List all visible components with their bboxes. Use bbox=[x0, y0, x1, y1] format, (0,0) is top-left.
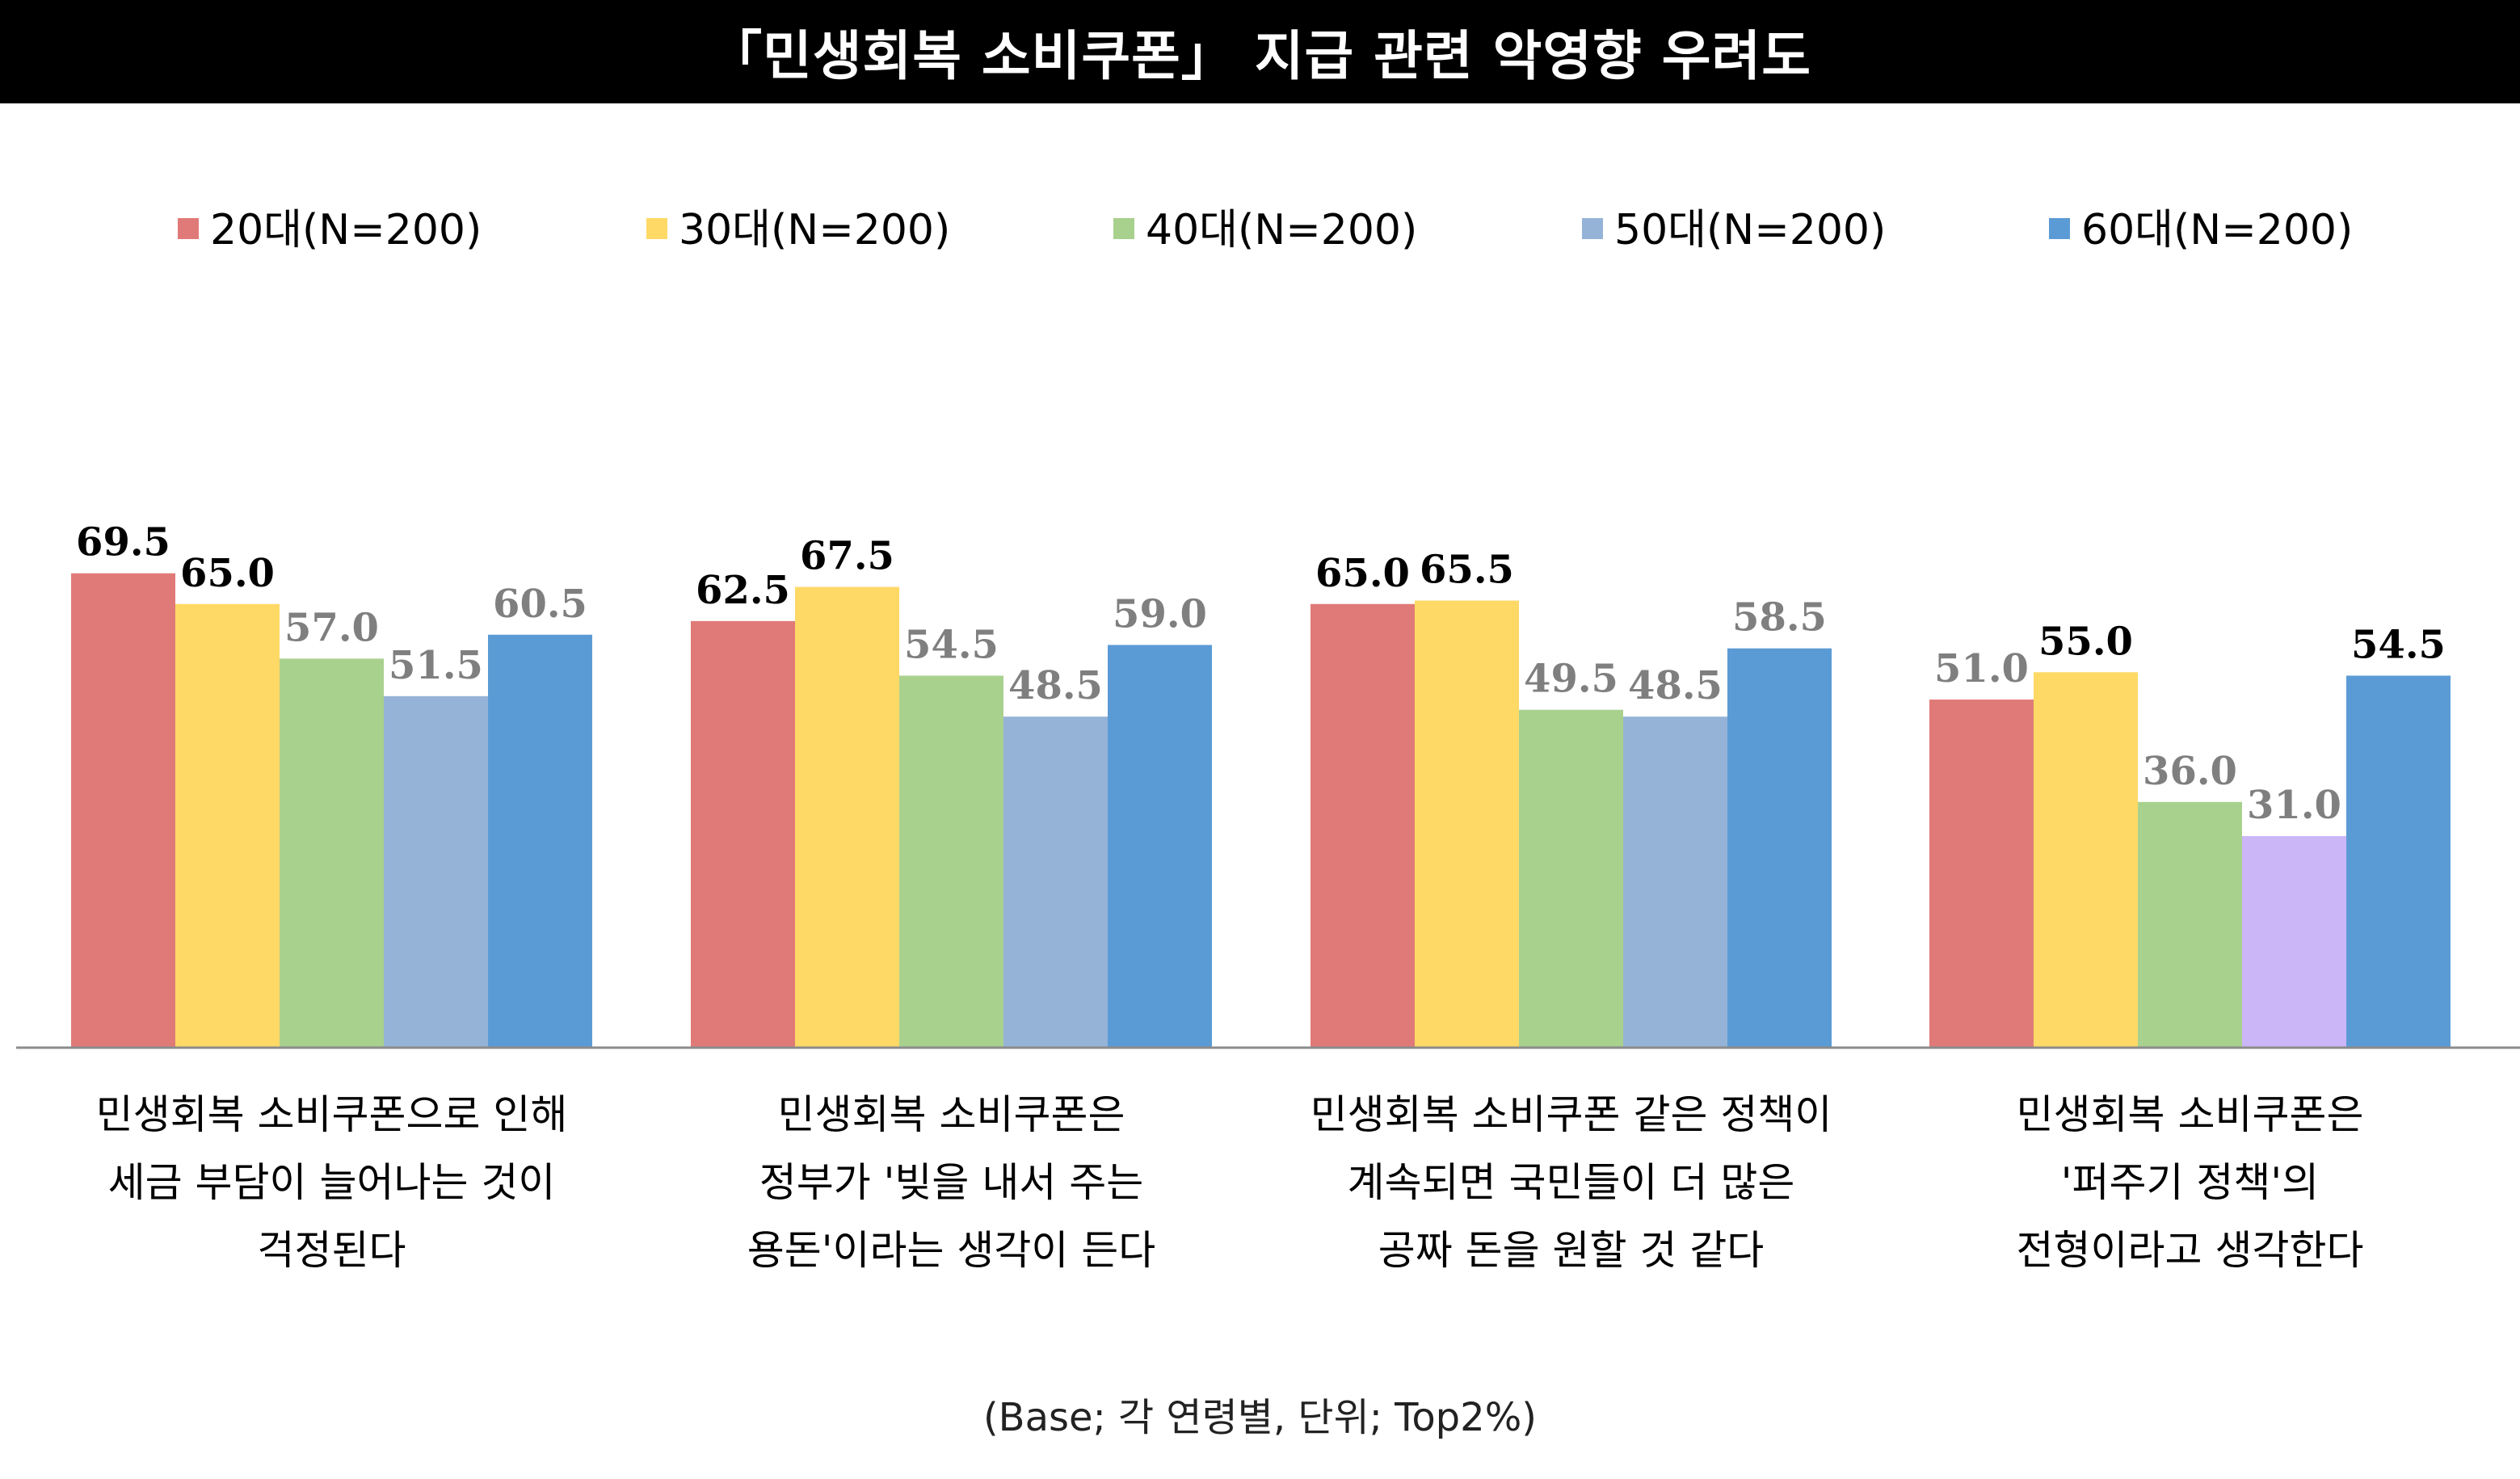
bar-g4-s4 bbox=[2242, 836, 2346, 1048]
bar-g2-s5 bbox=[1108, 645, 1212, 1048]
category-label-4-line-3: 전형이라고 생각한다 bbox=[2017, 1227, 2364, 1274]
legend-swatch-5 bbox=[2049, 218, 2070, 239]
legend-label-5: 60대(N=200) bbox=[2081, 206, 2353, 254]
footnote: (Base; 각 연령별, 단위; Top2%) bbox=[982, 1395, 1538, 1440]
value-label-g3-s5: 58.5 bbox=[1732, 595, 1827, 641]
value-label-g4-s1: 51.0 bbox=[1934, 646, 2029, 691]
bars bbox=[71, 573, 2451, 1048]
legend-label-2: 30대(N=200) bbox=[679, 206, 950, 254]
bar-g3-s4 bbox=[1623, 716, 1727, 1048]
bar-g3-s5 bbox=[1727, 648, 1832, 1048]
category-label-3-line-1: 민생회복 소비쿠폰 같은 정책이 bbox=[1310, 1091, 1832, 1138]
value-label-g1-s4: 51.5 bbox=[389, 643, 483, 688]
bar-g2-s2 bbox=[795, 586, 899, 1048]
category-label-2-line-1: 민생회복 소비쿠폰은 bbox=[778, 1091, 1125, 1138]
bar-g1-s5 bbox=[488, 634, 592, 1048]
bar-g1-s2 bbox=[175, 603, 280, 1048]
category-label-1-line-3: 걱정된다 bbox=[258, 1227, 406, 1274]
bar-g1-s1 bbox=[71, 573, 175, 1048]
legend-label-4: 50대(N=200) bbox=[1614, 206, 1886, 254]
value-label-g4-s4: 31.0 bbox=[2247, 783, 2341, 828]
bar-g4-s2 bbox=[2034, 672, 2138, 1048]
value-label-g2-s2: 67.5 bbox=[800, 534, 894, 579]
bar-g2-s1 bbox=[691, 620, 795, 1048]
category-label-2-line-2: 정부가 '빚을 내서 주는 bbox=[759, 1159, 1143, 1206]
value-label-g4-s3: 36.0 bbox=[2143, 749, 2237, 794]
legend-swatch-1 bbox=[178, 218, 199, 239]
bar-g1-s4 bbox=[384, 695, 488, 1048]
legend: 20대(N=200) 30대(N=200) 40대(N=200) 50대(N=200)… bbox=[178, 206, 2353, 254]
bar-g4-s3 bbox=[2138, 801, 2242, 1048]
bar-g4-s5 bbox=[2346, 675, 2451, 1048]
legend-label-3: 40대(N=200) bbox=[1146, 206, 1417, 254]
bar-g3-s3 bbox=[1519, 709, 1623, 1048]
value-label-g3-s4: 48.5 bbox=[1628, 663, 1723, 708]
value-label-g2-s3: 54.5 bbox=[904, 622, 999, 667]
category-label-2-line-3: 용돈'이라는 생각이 든다 bbox=[747, 1227, 1156, 1274]
value-label-g2-s1: 62.5 bbox=[696, 568, 790, 613]
value-label-g3-s1: 65.0 bbox=[1315, 551, 1410, 596]
value-label-g4-s2: 55.0 bbox=[2038, 619, 2133, 664]
category-label-3-line-2: 계속되면 국민들이 더 많은 bbox=[1348, 1159, 1795, 1206]
legend-swatch-4 bbox=[1582, 218, 1603, 239]
bar-g2-s4 bbox=[1003, 716, 1108, 1048]
value-label-g1-s3: 57.0 bbox=[284, 605, 379, 650]
value-label-g1-s5: 60.5 bbox=[493, 582, 587, 627]
value-label-g3-s3: 49.5 bbox=[1524, 657, 1618, 702]
value-label-g3-s2: 65.5 bbox=[1420, 548, 1514, 593]
legend-swatch-2 bbox=[646, 218, 667, 239]
category-label-4-line-2: '퍼주기 정책'의 bbox=[2061, 1159, 2319, 1206]
category-label-3-line-3: 공짜 돈을 원할 것 같다 bbox=[1378, 1227, 1765, 1274]
title-bar: 「민생회복 소비쿠폰」 지급 관련 악영향 우려도 bbox=[0, 0, 2520, 103]
bar-g4-s1 bbox=[1929, 700, 2034, 1048]
value-label-g1-s1: 69.5 bbox=[76, 520, 170, 565]
value-label-g2-s4: 48.5 bbox=[1008, 663, 1103, 708]
value-labels: 69.565.057.051.560.5 62.567.554.548.559.0… bbox=[76, 520, 2446, 828]
category-label-1-line-2: 세금 부담이 늘어나는 것이 bbox=[108, 1159, 556, 1206]
legend-swatch-3 bbox=[1113, 218, 1134, 239]
value-label-g2-s5: 59.0 bbox=[1113, 591, 1207, 637]
bar-g3-s1 bbox=[1310, 603, 1415, 1048]
value-label-g1-s2: 65.0 bbox=[180, 551, 275, 596]
bar-g1-s3 bbox=[280, 658, 384, 1048]
chart-title: 「민생회복 소비쿠폰」 지급 관련 악영향 우려도 bbox=[709, 25, 1811, 87]
bar-g2-s3 bbox=[899, 675, 1003, 1048]
bar-g3-s2 bbox=[1415, 600, 1519, 1048]
category-label-1-line-1: 민생회복 소비쿠폰으로 인해 bbox=[96, 1091, 568, 1138]
category-label-4-line-1: 민생회복 소비쿠폰은 bbox=[2017, 1091, 2364, 1138]
legend-label-1: 20대(N=200) bbox=[210, 206, 482, 254]
value-label-g4-s5: 54.5 bbox=[2351, 622, 2446, 667]
